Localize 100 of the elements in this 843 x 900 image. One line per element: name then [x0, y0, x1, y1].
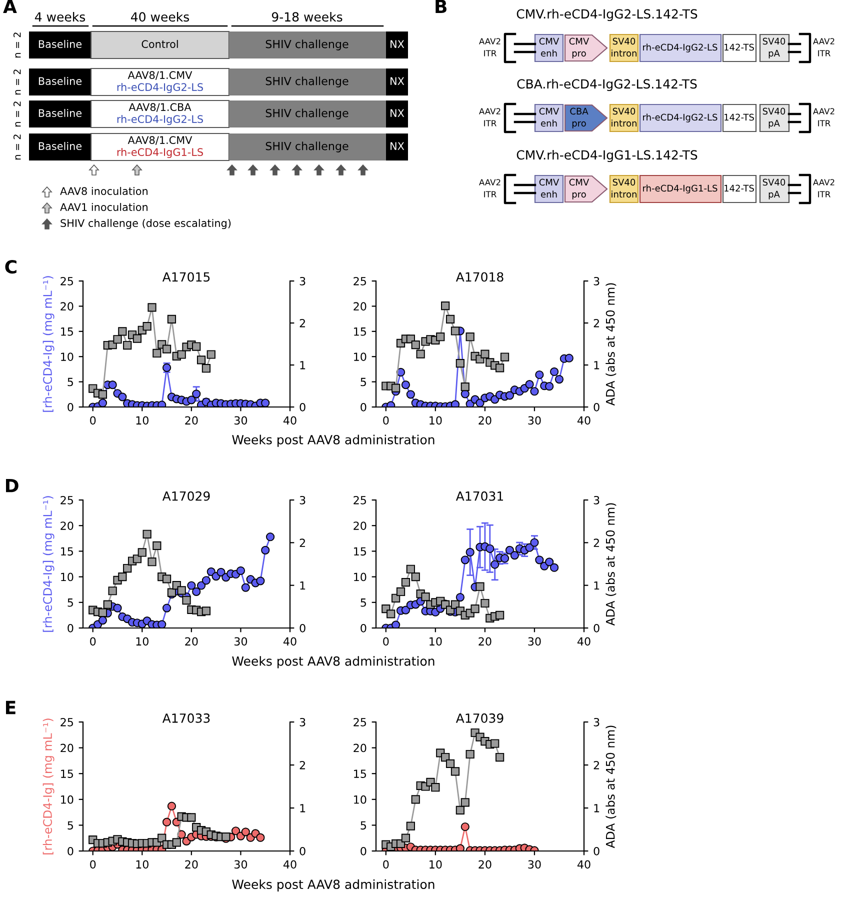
y-tick-label: 0 — [360, 402, 366, 412]
x-tick-label: 20 — [478, 637, 492, 646]
y-tick-label: 5 — [68, 821, 73, 830]
point — [187, 581, 196, 590]
y-tick-label: 25 — [354, 718, 366, 726]
point — [545, 558, 554, 566]
y2-axis-title: ADA (abs at 450 nm) — [606, 726, 616, 848]
point — [236, 566, 246, 575]
text: NX — [390, 109, 404, 117]
y-tick-label: 0 — [68, 402, 74, 412]
x-tick-label: 30 — [234, 637, 248, 646]
point — [535, 370, 544, 380]
text: rh-eCD4-IgG1-LS — [117, 148, 203, 158]
x-tick-label: 0 — [90, 860, 96, 869]
x-axis-title: Weeks post AAV8 administration — [232, 656, 434, 668]
x-tick-label: 20 — [185, 416, 198, 425]
text: n = 2 — [13, 134, 21, 160]
point — [148, 558, 156, 566]
point — [496, 610, 504, 620]
y-tick-label: 20 — [354, 744, 366, 752]
point — [554, 374, 564, 384]
point — [401, 834, 410, 842]
text: intron — [612, 50, 636, 57]
text: 9-18 weeks — [272, 12, 342, 22]
point — [486, 544, 494, 553]
text: D — [6, 479, 18, 492]
x-tick-label: 20 — [185, 860, 198, 869]
point — [162, 344, 172, 354]
point — [446, 759, 455, 768]
point — [550, 563, 559, 572]
x-tick-label: 40 — [283, 860, 296, 869]
x-tick-label: 30 — [234, 416, 248, 425]
text: B — [436, 0, 446, 13]
point — [411, 572, 420, 582]
text: SHIV challenge (dose escalating) — [60, 218, 231, 230]
point — [138, 548, 146, 557]
y-tick-label: 5 — [360, 598, 366, 607]
point — [162, 604, 172, 612]
text: SHIV challenge — [266, 108, 348, 120]
point — [177, 350, 186, 359]
y-axis-title: [rh-eCD4-Ig] (mg mL⁻¹) — [42, 276, 54, 412]
point — [450, 767, 460, 776]
y2-tick-label: 1 — [300, 581, 306, 590]
point — [406, 390, 415, 399]
point — [470, 604, 480, 614]
text: SHIV challenge — [266, 76, 348, 88]
x-tick-label: 10 — [136, 416, 148, 425]
point — [392, 384, 400, 392]
text: CMV — [539, 38, 560, 45]
y-tick-label: 0 — [360, 624, 366, 632]
y-tick-label: 15 — [354, 328, 366, 336]
x-tick-label: 30 — [528, 637, 541, 646]
point — [152, 541, 162, 550]
y-tick-label: 5 — [68, 598, 73, 607]
point — [192, 587, 201, 596]
y-tick-label: 10 — [354, 795, 366, 804]
point — [460, 556, 470, 564]
y-tick-label: 5 — [68, 378, 73, 386]
x-tick-label: 20 — [478, 416, 492, 425]
point — [411, 795, 420, 804]
text: SV40 — [612, 178, 636, 186]
point — [441, 301, 450, 310]
text: AAV8/1.CBA — [128, 103, 192, 112]
point — [406, 564, 415, 574]
text: AAV2 — [479, 179, 500, 186]
y-tick-label: 10 — [61, 795, 74, 804]
x-tick-label: 0 — [90, 637, 96, 646]
chart-title: A17015 — [162, 272, 210, 282]
point — [545, 382, 554, 391]
point — [187, 813, 196, 822]
y2-tick-label: 2 — [594, 538, 599, 547]
point — [510, 550, 519, 560]
point — [401, 380, 410, 390]
point — [132, 334, 142, 343]
text: NX — [390, 40, 404, 48]
point — [421, 592, 430, 602]
text: pA — [768, 190, 780, 200]
y-tick-label: 15 — [61, 328, 73, 336]
point — [123, 564, 132, 573]
point — [456, 359, 464, 368]
point — [450, 600, 460, 609]
point — [450, 326, 460, 336]
y2-tick-label: 0 — [594, 624, 600, 632]
y2-tick-label: 0 — [594, 402, 600, 412]
point — [525, 543, 534, 552]
y-tick-label: 0 — [68, 624, 74, 632]
point — [496, 752, 504, 762]
text: 142-TS — [724, 44, 754, 51]
y-tick-label: 25 — [60, 718, 73, 726]
text: A — [3, 0, 17, 13]
point — [505, 546, 514, 554]
point — [450, 400, 460, 407]
point — [550, 367, 559, 376]
y-tick-label: 5 — [360, 378, 366, 386]
point — [535, 556, 544, 564]
text: ITR — [818, 120, 830, 126]
point — [436, 332, 445, 342]
chart-title: A17031 — [456, 491, 504, 501]
y-tick-label: 25 — [60, 496, 73, 504]
point — [216, 568, 226, 576]
